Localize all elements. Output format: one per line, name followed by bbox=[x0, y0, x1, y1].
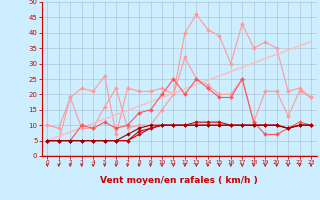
X-axis label: Vent moyen/en rafales ( km/h ): Vent moyen/en rafales ( km/h ) bbox=[100, 176, 258, 185]
